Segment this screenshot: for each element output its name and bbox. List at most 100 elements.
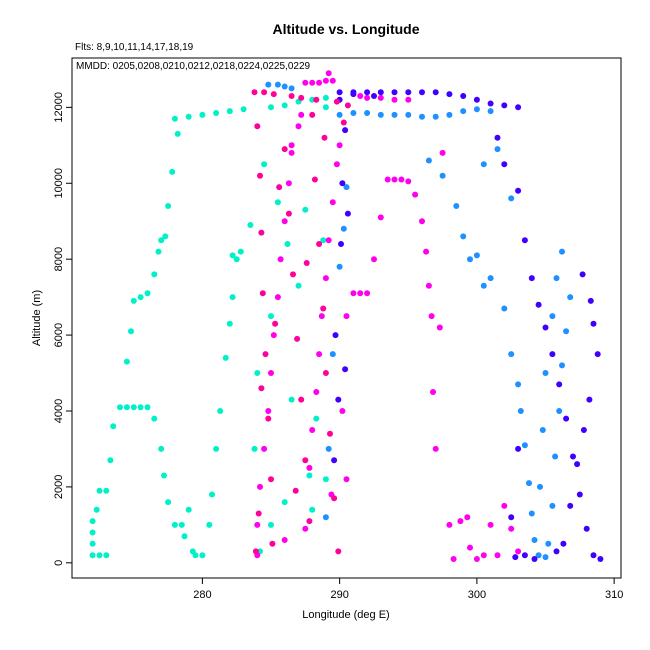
data-point xyxy=(281,499,288,506)
data-point xyxy=(480,161,487,168)
data-point xyxy=(553,275,560,282)
data-point xyxy=(439,172,446,179)
data-point xyxy=(439,149,446,156)
data-point xyxy=(274,199,281,206)
data-point xyxy=(110,423,117,430)
data-point xyxy=(350,110,357,116)
data-point xyxy=(93,506,100,513)
data-point xyxy=(560,540,567,547)
data-point xyxy=(240,106,247,113)
data-point xyxy=(464,514,471,521)
data-point xyxy=(302,457,309,464)
data-point xyxy=(322,104,329,111)
data-point xyxy=(251,445,258,452)
data-point xyxy=(542,324,549,331)
data-point xyxy=(313,96,320,103)
data-point xyxy=(343,184,350,191)
data-point xyxy=(254,370,261,376)
data-point xyxy=(344,210,351,217)
data-point xyxy=(158,237,165,244)
data-point xyxy=(309,111,316,118)
data-point xyxy=(508,195,515,202)
data-point xyxy=(254,123,261,130)
data-point xyxy=(309,506,316,513)
data-point xyxy=(508,514,515,521)
data-point xyxy=(364,89,371,96)
data-point xyxy=(151,415,158,422)
data-point xyxy=(265,81,272,88)
data-point xyxy=(107,457,114,464)
data-point xyxy=(487,275,494,282)
data-point xyxy=(261,161,268,168)
data-point xyxy=(268,521,274,528)
data-point xyxy=(292,487,299,494)
data-point xyxy=(335,396,342,403)
data-point xyxy=(460,108,467,115)
data-point xyxy=(487,100,494,107)
data-point xyxy=(343,313,350,320)
data-point xyxy=(213,110,220,116)
data-point xyxy=(528,510,535,517)
data-point xyxy=(377,111,384,118)
data-point xyxy=(229,252,236,259)
data-point xyxy=(327,430,333,437)
data-point xyxy=(537,483,543,490)
data-point xyxy=(178,521,185,528)
data-point xyxy=(405,111,412,118)
data-point xyxy=(336,89,343,96)
data-point xyxy=(559,248,565,255)
data-point xyxy=(128,328,134,335)
data-point xyxy=(103,487,110,494)
data-point xyxy=(294,335,301,342)
data-point xyxy=(333,161,340,168)
data-point xyxy=(329,351,336,358)
data-point xyxy=(515,104,522,111)
data-point xyxy=(103,552,110,559)
data-point xyxy=(89,529,96,536)
data-point xyxy=(480,552,487,559)
data-point xyxy=(284,241,291,247)
x-tick-label: 310 xyxy=(605,589,623,601)
data-point xyxy=(270,332,277,339)
x-axis: 280 290 300 310 xyxy=(193,578,623,601)
data-point xyxy=(473,106,480,113)
data-point xyxy=(265,415,272,422)
data-point xyxy=(556,408,563,414)
data-point xyxy=(151,271,158,278)
data-point xyxy=(162,233,169,240)
data-point xyxy=(559,362,565,369)
data-point xyxy=(322,514,329,521)
data-point xyxy=(446,111,453,118)
data-point xyxy=(597,556,604,562)
flights-annotation: Flts: 8,9,10,11,14,17,18,19 xyxy=(75,42,194,53)
data-point xyxy=(165,499,172,506)
data-point xyxy=(342,127,349,134)
data-point xyxy=(209,491,215,498)
data-point xyxy=(446,521,453,528)
data-point xyxy=(325,70,332,77)
data-point xyxy=(364,110,371,116)
data-point xyxy=(222,354,229,361)
data-point xyxy=(171,521,178,528)
data-point xyxy=(316,351,323,358)
data-point xyxy=(377,214,384,221)
data-point xyxy=(545,540,552,547)
data-point xyxy=(391,176,398,183)
data-point xyxy=(515,445,522,452)
data-point xyxy=(281,83,288,90)
data-point xyxy=(339,180,346,187)
data-point xyxy=(311,176,318,183)
data-point xyxy=(302,206,309,213)
data-point xyxy=(542,554,549,561)
data-point xyxy=(531,556,538,562)
data-point xyxy=(515,381,522,388)
data-point xyxy=(512,554,519,561)
data-point xyxy=(501,161,508,168)
data-point xyxy=(276,184,283,191)
data-point xyxy=(419,113,425,120)
data-point xyxy=(460,233,467,240)
data-point xyxy=(508,525,515,532)
data-point xyxy=(432,445,439,452)
x-tick-label: 290 xyxy=(330,589,348,601)
data-point xyxy=(268,104,274,111)
